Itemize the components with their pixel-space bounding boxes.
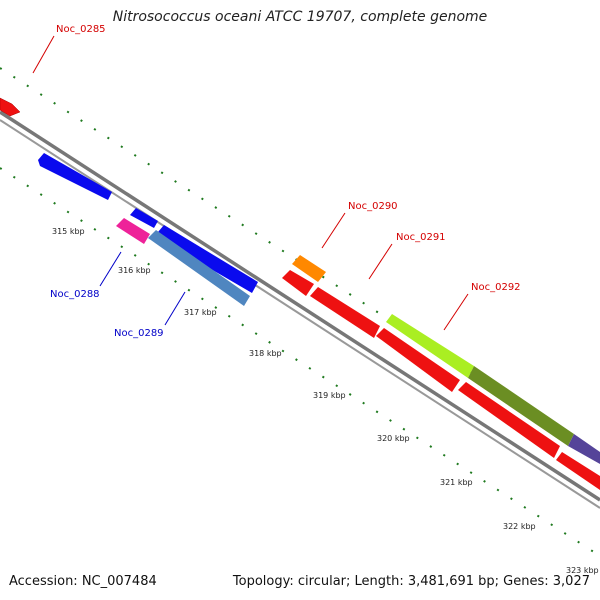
backbone-outer [0,110,600,502]
tick-label-323: 323 kbp [566,566,599,575]
label-noc0285: Noc_0285 [56,24,106,35]
gene-noc0291[interactable] [310,287,380,338]
tick-label-316: 316 kbp [118,266,151,275]
backbone-inner [0,119,600,509]
label-noc0291: Noc_0291 [396,232,446,243]
tick-label-322: 322 kbp [503,522,536,531]
tick-label-321: 321 kbp [440,478,473,487]
label-noc0290: Noc_0290 [348,201,398,212]
accession-text: Accession: NC_007484 [9,574,157,589]
leader-noc0288 [99,251,122,287]
gene-blue-2[interactable] [130,208,158,228]
label-noc0292: Noc_0292 [471,282,521,293]
map-title: Nitrosococcus oceani ATCC 19707, complet… [112,9,488,25]
leader-noc0291 [368,243,393,280]
genome-summary: Topology: circular; Length: 3,481,691 bp… [232,574,590,589]
tick-label-319: 319 kbp [313,391,346,400]
leader-noc0285 [32,35,55,74]
gene-noc0292[interactable] [386,314,474,378]
label-noc0289: Noc_0289 [114,328,164,339]
tick-label-318: 318 kbp [249,349,282,358]
gene-noc0290[interactable] [292,255,326,282]
gene-red-b[interactable] [376,328,460,392]
gene-purple[interactable] [568,434,600,464]
tick-row-inner [0,167,600,557]
label-noc0288: Noc_0288 [50,289,100,300]
tick-label-315: 315 kbp [52,227,85,236]
gene-olive[interactable] [468,366,574,446]
gene-noc0285[interactable] [0,97,21,117]
leader-noc0289 [164,291,186,326]
tick-label-317: 317 kbp [184,308,217,317]
leader-noc0292 [443,293,469,331]
gene-red-d[interactable] [556,452,600,490]
gene-noc0289[interactable] [148,230,250,306]
gene-blue-1[interactable] [38,153,112,200]
tick-label-320: 320 kbp [377,434,410,443]
gene-blue-3[interactable] [156,225,258,293]
leader-noc0290 [321,212,346,249]
gene-red-c[interactable] [458,382,560,458]
gene-red-a[interactable] [282,270,314,296]
gene-noc0288[interactable] [116,218,150,244]
